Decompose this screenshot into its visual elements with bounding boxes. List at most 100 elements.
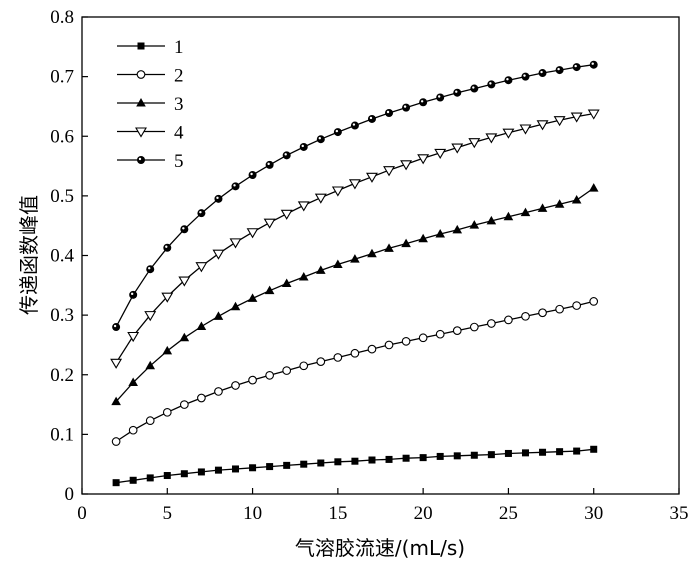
data-point-series-3 bbox=[571, 195, 582, 204]
data-point-series-5 bbox=[419, 98, 428, 107]
data-point-series-2 bbox=[487, 319, 496, 328]
y-tick-label: 0 bbox=[65, 484, 75, 505]
marker-highlight bbox=[318, 137, 321, 140]
data-point-series-4 bbox=[366, 172, 378, 183]
data-point-series-1 bbox=[163, 472, 171, 480]
data-point-series-4 bbox=[400, 160, 413, 171]
data-point-series-4 bbox=[536, 120, 549, 131]
data-point-series-3 bbox=[230, 301, 241, 311]
data-point-series-3 bbox=[435, 229, 445, 238]
data-point-series-5 bbox=[555, 66, 564, 75]
marker-body bbox=[572, 63, 581, 72]
data-point-series-3 bbox=[162, 345, 173, 355]
legend-entry-5: 5 bbox=[117, 151, 184, 172]
marker-body bbox=[316, 135, 325, 144]
marker-highlight bbox=[130, 292, 134, 296]
data-point-series-4 bbox=[161, 292, 174, 303]
data-point-series-3 bbox=[452, 224, 463, 234]
marker-body bbox=[299, 142, 308, 151]
marker-highlight bbox=[335, 129, 339, 133]
legend-entry-3: 3 bbox=[117, 94, 184, 115]
data-point-series-3 bbox=[247, 293, 258, 302]
data-point-series-5 bbox=[402, 103, 411, 112]
marker-highlight bbox=[455, 90, 458, 93]
data-point-series-3 bbox=[588, 183, 599, 192]
data-point-series-1 bbox=[453, 452, 461, 460]
marker-body bbox=[402, 103, 411, 112]
y-tick-label: 0.8 bbox=[50, 7, 74, 28]
data-point-series-5 bbox=[112, 323, 121, 332]
x-tick-label: 20 bbox=[414, 503, 433, 524]
marker-highlight bbox=[233, 184, 236, 187]
marker-highlight bbox=[138, 157, 142, 161]
data-point-series-3 bbox=[469, 220, 480, 229]
marker-body bbox=[112, 323, 121, 332]
data-point-series-5 bbox=[589, 60, 598, 69]
marker-body bbox=[333, 128, 342, 137]
data-point-series-3 bbox=[503, 211, 514, 221]
data-point-series-1 bbox=[368, 456, 376, 464]
marker-highlight bbox=[438, 95, 441, 98]
data-point-series-4 bbox=[110, 358, 123, 369]
data-point-series-5 bbox=[350, 121, 359, 130]
data-point-series-4 bbox=[502, 128, 515, 139]
legend-entry-1: 1 bbox=[117, 37, 184, 58]
marker-highlight bbox=[182, 227, 185, 230]
data-point-series-4 bbox=[348, 179, 361, 190]
y-tick-label: 0.2 bbox=[50, 365, 74, 386]
x-tick-label: 35 bbox=[670, 503, 689, 524]
marker-body bbox=[453, 88, 462, 97]
data-point-series-5 bbox=[385, 108, 394, 117]
marker-highlight bbox=[369, 116, 373, 120]
x-tick-label: 30 bbox=[584, 503, 603, 524]
data-point-series-4 bbox=[314, 193, 327, 204]
series-line-5 bbox=[115, 64, 594, 328]
marker-body bbox=[521, 72, 530, 81]
marker-highlight bbox=[420, 100, 424, 103]
data-point-series-4 bbox=[297, 201, 310, 212]
marker-body bbox=[436, 93, 445, 102]
data-point-series-2 bbox=[435, 329, 445, 339]
data-point-series-3 bbox=[520, 207, 531, 217]
data-point-series-1 bbox=[504, 449, 512, 457]
data-point-series-1 bbox=[112, 479, 120, 487]
data-point-series-2 bbox=[197, 393, 206, 403]
data-point-series-4 bbox=[383, 166, 395, 177]
data-point-series-1 bbox=[180, 470, 188, 478]
data-point-series-5 bbox=[299, 142, 308, 151]
data-point-series-3 bbox=[128, 377, 138, 387]
legend-label: 2 bbox=[174, 66, 184, 87]
series-layer bbox=[110, 60, 600, 487]
marker-highlight bbox=[284, 153, 287, 156]
data-point-series-3 bbox=[367, 248, 377, 258]
data-point-series-3 bbox=[384, 243, 394, 252]
data-point-series-5 bbox=[367, 114, 376, 123]
marker-highlight bbox=[506, 78, 509, 81]
series-4 bbox=[110, 109, 600, 369]
x-tick-label: 15 bbox=[328, 503, 347, 524]
x-axis-ticks: 0 5 10 15 20 25 30 35 bbox=[77, 488, 689, 524]
marker-highlight bbox=[352, 123, 356, 126]
data-point-series-4 bbox=[451, 143, 464, 154]
marker-body bbox=[180, 225, 189, 234]
data-point-series-4 bbox=[570, 112, 583, 123]
data-point-series-1 bbox=[556, 448, 564, 456]
marker-body bbox=[214, 194, 223, 203]
data-point-series-1 bbox=[129, 476, 137, 484]
data-point-series-1 bbox=[214, 466, 222, 474]
data-point-series-1 bbox=[266, 463, 274, 471]
data-point-series-5 bbox=[231, 182, 240, 191]
x-tick-label: 25 bbox=[499, 503, 518, 524]
data-point-series-3 bbox=[418, 233, 428, 243]
data-point-series-2 bbox=[214, 387, 223, 396]
data-point-series-3 bbox=[333, 259, 343, 268]
data-point-series-2 bbox=[538, 308, 547, 318]
marker-body bbox=[350, 121, 359, 130]
data-point-series-3 bbox=[298, 271, 309, 281]
marker-body bbox=[231, 182, 240, 191]
marker-highlight bbox=[574, 64, 577, 68]
data-point-series-5 bbox=[453, 88, 462, 97]
data-point-series-1 bbox=[539, 448, 547, 456]
data-point-series-4 bbox=[195, 262, 208, 273]
data-point-series-3 bbox=[213, 311, 224, 320]
